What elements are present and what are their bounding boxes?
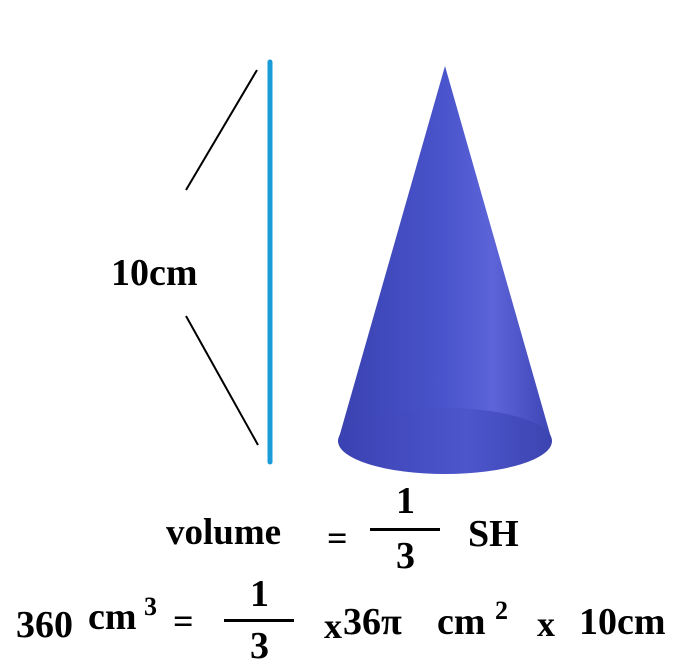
formula1-rhs: SH (468, 513, 519, 555)
formula1-fraction-bar (370, 528, 440, 531)
leader-line-bottom (185, 315, 259, 446)
cone-base (338, 408, 552, 474)
height-label: 10cm (111, 252, 198, 294)
leader-line-top (185, 69, 258, 191)
formula1-equals: = (327, 518, 348, 558)
formula2-area-exponent: 2 (495, 596, 508, 625)
formula2-times-2: x (537, 604, 555, 644)
formula2-equals: = (173, 601, 194, 641)
formula2-area-unit: cm (437, 601, 486, 643)
formula1-lhs: volume (166, 512, 282, 553)
formula2-height: 10cm (579, 601, 666, 643)
formula2-denominator: 3 (250, 625, 269, 667)
formula2-lhs-number: 360 (16, 604, 73, 646)
cone (338, 66, 552, 474)
formula2-area-value: 36π (343, 601, 402, 643)
formula2-times-1: x (324, 606, 342, 646)
formula1-denominator: 3 (396, 535, 415, 577)
formula1-numerator: 1 (396, 480, 415, 522)
formula2-fraction-bar (224, 619, 294, 622)
formula2-lhs-unit: cm (88, 596, 137, 638)
formula2-lhs-exponent: 3 (144, 592, 157, 621)
cone-body (338, 66, 552, 441)
formula2-numerator: 1 (250, 573, 269, 615)
